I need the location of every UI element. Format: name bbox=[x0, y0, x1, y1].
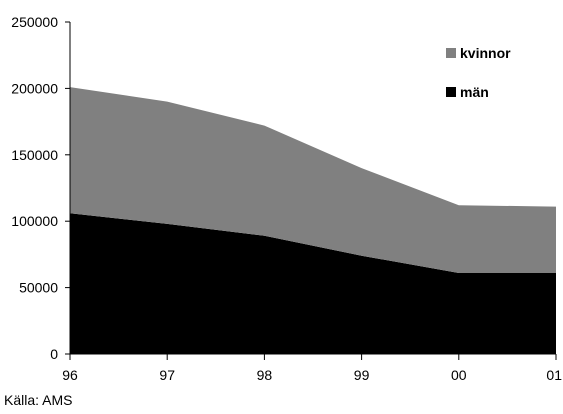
x-tick-label: 96 bbox=[62, 367, 78, 383]
y-tick-label: 250000 bbox=[11, 14, 58, 30]
legend-label-kvinnor: kvinnor bbox=[460, 45, 511, 61]
x-axis-ticks: 96 97 98 99 00 01 bbox=[62, 354, 562, 383]
x-tick-label: 01 bbox=[546, 367, 562, 383]
y-tick-label: 200000 bbox=[11, 80, 58, 96]
series-areas bbox=[70, 87, 556, 354]
y-tick-label: 50000 bbox=[19, 280, 58, 296]
legend-swatch-kvinnor bbox=[446, 48, 456, 58]
x-tick-label: 99 bbox=[354, 367, 370, 383]
legend: kvinnor män bbox=[446, 45, 511, 100]
y-tick-label: 0 bbox=[50, 346, 58, 362]
y-axis-ticks: 0 50000 100000 150000 200000 250000 bbox=[11, 14, 70, 362]
legend-label-man: män bbox=[460, 84, 489, 100]
y-tick-label: 100000 bbox=[11, 213, 58, 229]
y-tick-label: 150000 bbox=[11, 147, 58, 163]
x-tick-label: 98 bbox=[257, 367, 273, 383]
axes bbox=[69, 22, 556, 355]
area-man bbox=[70, 213, 556, 354]
legend-swatch-man bbox=[446, 87, 456, 97]
x-tick-label: 00 bbox=[451, 367, 467, 383]
source-note: Källa: AMS bbox=[4, 392, 73, 408]
area-kvinnor bbox=[70, 87, 556, 273]
x-tick-label: 97 bbox=[159, 367, 175, 383]
